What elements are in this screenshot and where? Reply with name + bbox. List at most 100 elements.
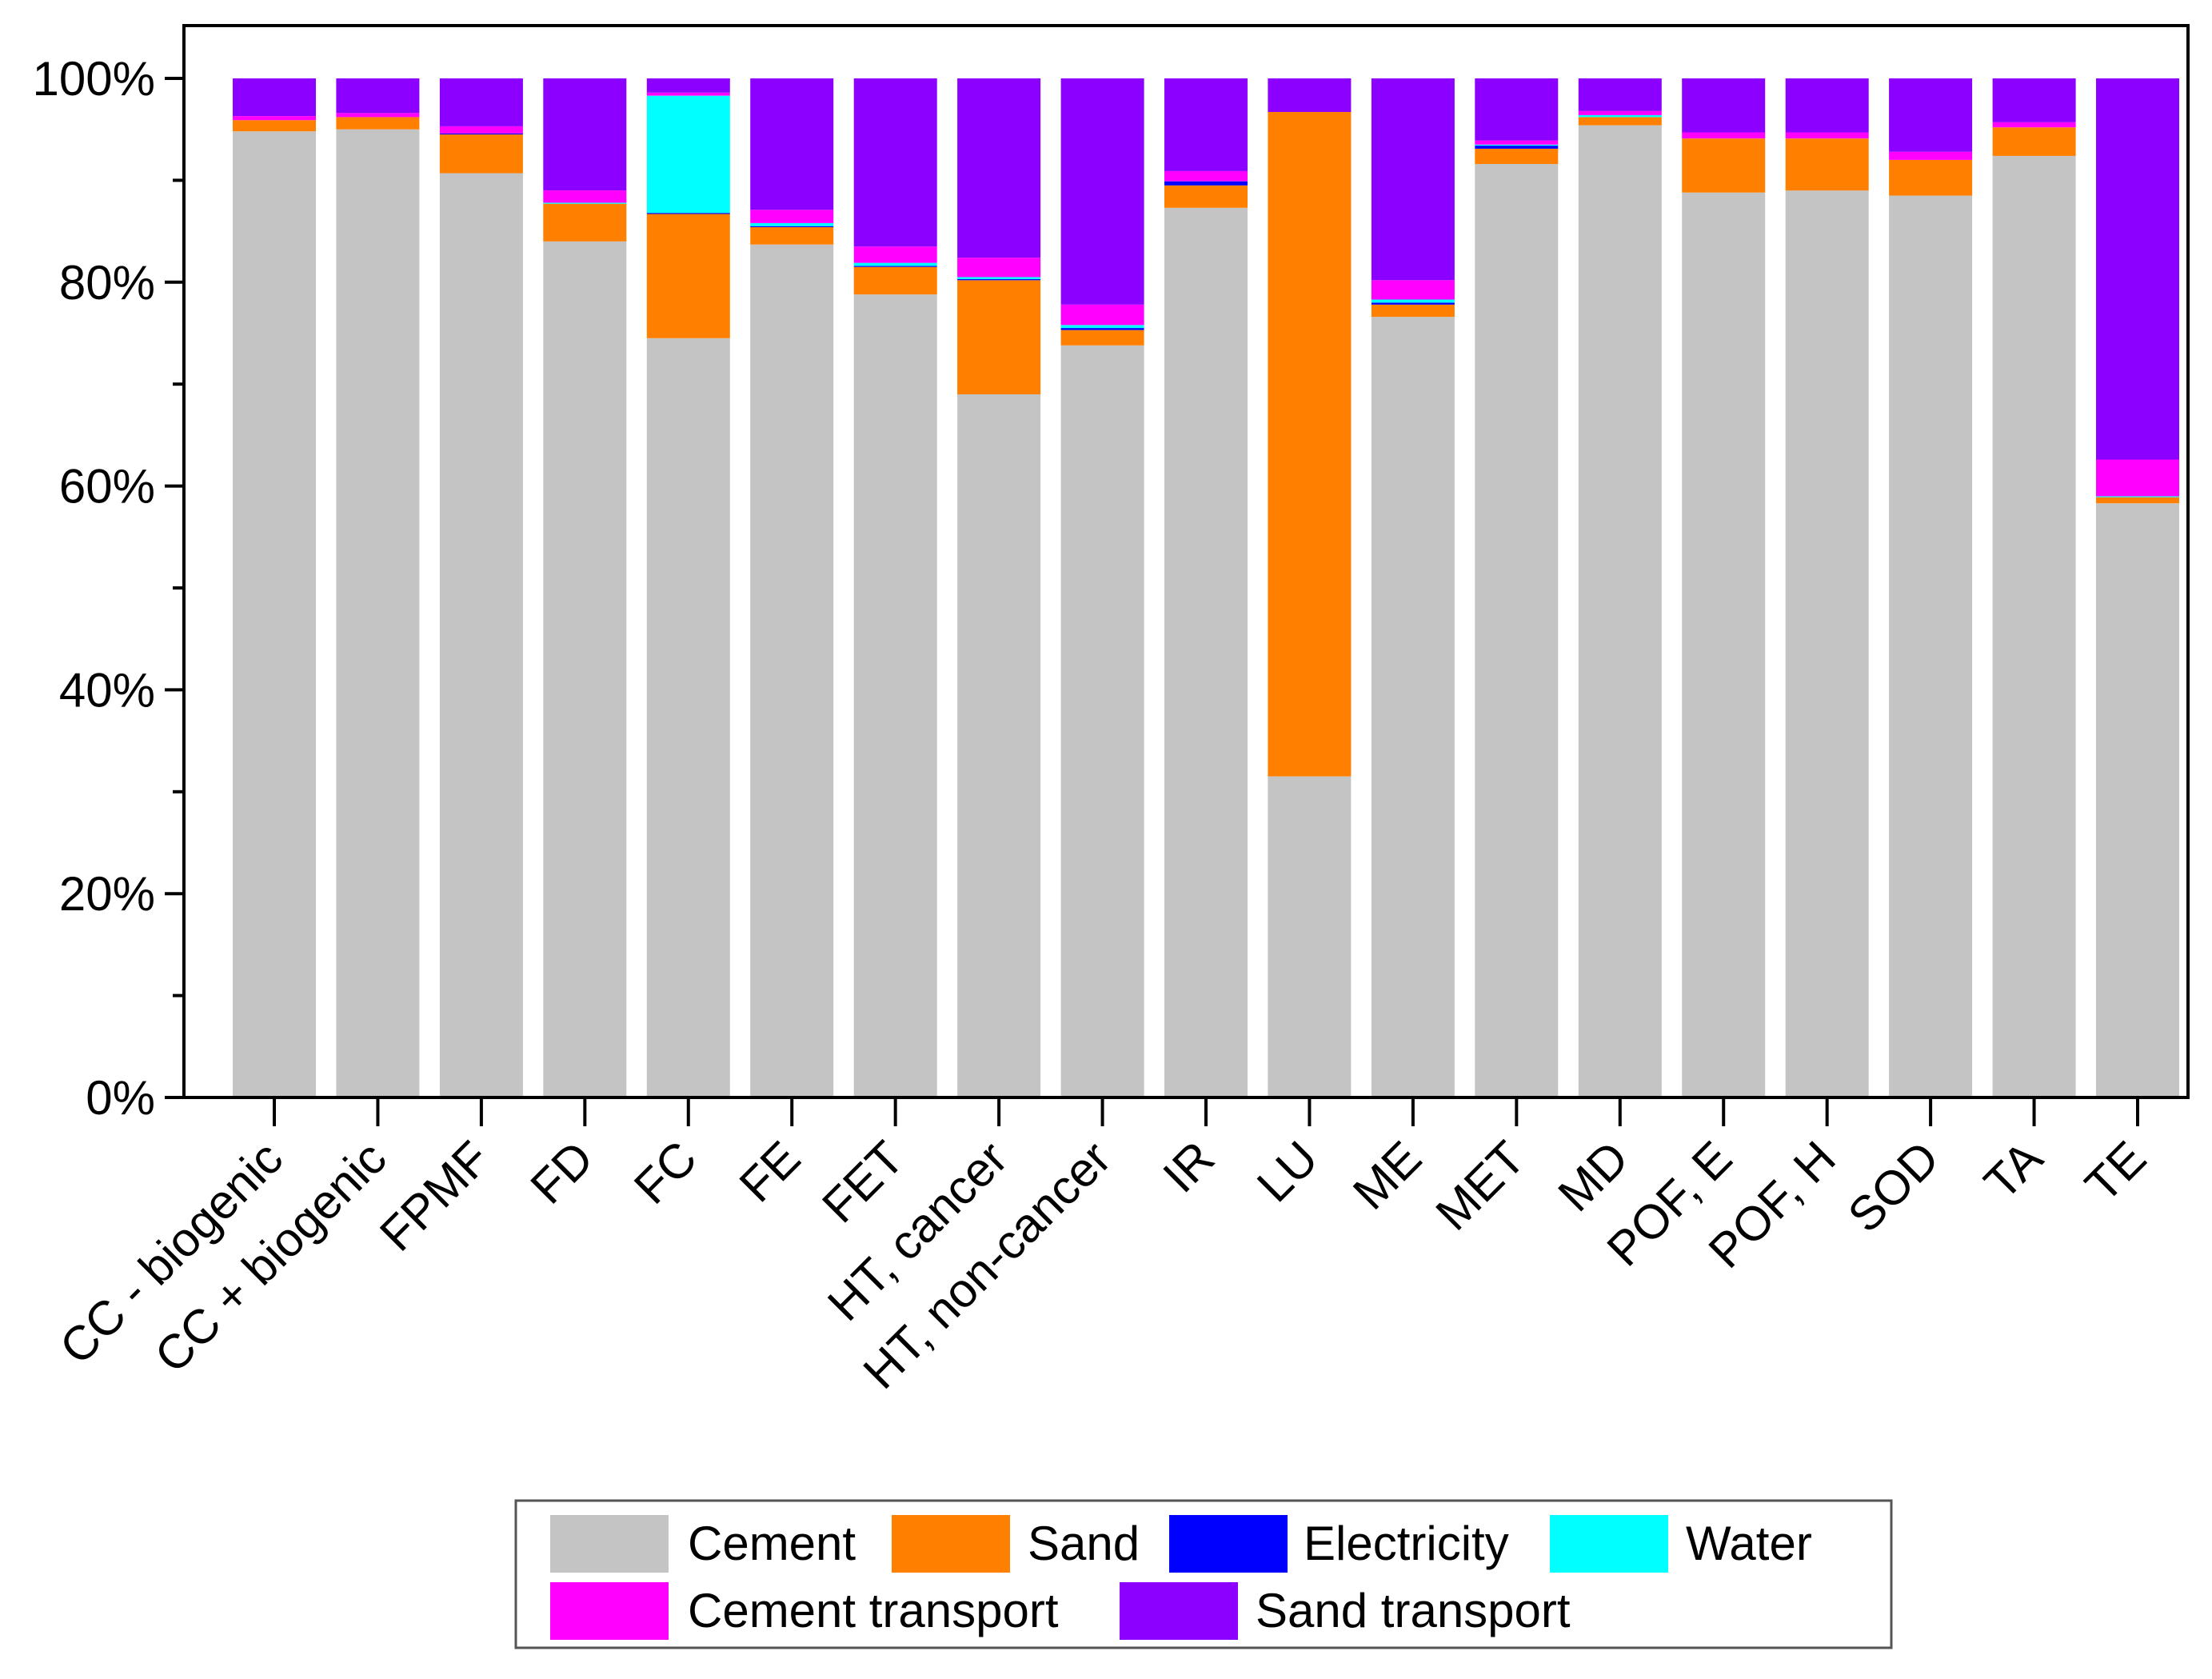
legend-swatch-water xyxy=(1550,1515,1668,1573)
bar-segment-cc-biogenic-cement-transport xyxy=(336,113,420,118)
bar-segment-fc-electricity xyxy=(646,213,730,214)
bar-segment-met-cement-transport xyxy=(1475,140,1559,145)
bar-segment-md-cement-transport xyxy=(1578,110,1662,115)
bar-segment-me-cement-transport xyxy=(1371,280,1455,300)
bar-segment-fd-cement xyxy=(543,241,627,1097)
bar-segment-me-water xyxy=(1371,299,1455,303)
bar-segment-ta-sand-transport xyxy=(1992,78,2076,122)
bar-segment-cc-biogenic-sand xyxy=(233,120,316,132)
bar-segment-fc-cement xyxy=(646,338,730,1097)
bar-segment-pof-e-cement-transport xyxy=(1682,132,1766,139)
bar-segment-lu-sand xyxy=(1268,112,1352,777)
bar-segment-md-sand-transport xyxy=(1578,78,1662,111)
bar-segment-met-water xyxy=(1475,144,1559,146)
bar-segment-me-electricity xyxy=(1371,302,1455,305)
legend-label-sand: Sand xyxy=(1028,1517,1140,1570)
bar-segment-met-sand xyxy=(1475,148,1559,164)
bar-segment-md-water xyxy=(1578,114,1662,118)
bar-segment-sod-cement xyxy=(1889,195,1973,1097)
bar-segment-fet-sand-transport xyxy=(853,78,937,247)
bar-segment-sod-cement-transport xyxy=(1889,151,1973,160)
bar-segment-fe-sand xyxy=(750,227,834,245)
bar-segment-pof-e-sand-transport xyxy=(1682,78,1766,133)
legend-swatch-sand xyxy=(892,1515,1010,1573)
bars xyxy=(233,78,2179,1098)
legend-swatch-electricity xyxy=(1169,1515,1288,1573)
bar-segment-me-sand-transport xyxy=(1371,78,1455,281)
bar-segment-ht-non-cancer-cement-transport xyxy=(1060,304,1144,326)
bar-segment-fpmf-cement xyxy=(439,173,523,1097)
bar-segment-cc-biogenic-sand-transport xyxy=(336,78,420,114)
y-tick-label: 20% xyxy=(59,867,155,921)
bar-segment-te-cement xyxy=(2096,503,2179,1097)
bar-segment-met-sand-transport xyxy=(1475,78,1559,141)
bar-segment-ht-cancer-sand xyxy=(957,280,1041,394)
bar-segment-te-sand xyxy=(2096,497,2179,504)
legend-swatch-cement xyxy=(550,1515,669,1573)
bar-segment-ta-sand xyxy=(1992,127,2076,156)
bar-segment-ht-non-cancer-cement xyxy=(1060,345,1144,1097)
bar-segment-me-sand xyxy=(1371,304,1455,318)
bar-segment-cc-biogenic-cement xyxy=(336,129,420,1098)
bar-segment-ir-cement xyxy=(1164,207,1248,1097)
bar-segment-te-cement-transport xyxy=(2096,459,2179,497)
bar-segment-ht-cancer-cement xyxy=(957,394,1041,1097)
bar-segment-fc-cement-transport xyxy=(646,92,730,96)
bar-segment-ta-cement-transport xyxy=(1992,122,2076,128)
legend-label-electricity: Electricity xyxy=(1304,1517,1509,1570)
bar-segment-fc-sand-transport xyxy=(646,78,730,93)
bar-segment-fe-cement-transport xyxy=(750,210,834,223)
bar-segment-te-sand-transport xyxy=(2096,78,2179,460)
bar-segment-fpmf-cement-transport xyxy=(439,126,523,134)
bar-segment-me-cement xyxy=(1371,317,1455,1098)
y-tick-label: 80% xyxy=(59,256,155,310)
bar-segment-ht-non-cancer-sand-transport xyxy=(1060,78,1144,305)
bar-segment-fet-cement-transport xyxy=(853,246,937,263)
bar-segment-cc-biogenic-cement xyxy=(233,131,316,1098)
bar-segment-ht-cancer-sand-transport xyxy=(957,78,1041,258)
bar-segment-fd-sand xyxy=(543,203,627,242)
bar-segment-pof-h-sand xyxy=(1785,138,1869,191)
bar-segment-ht-non-cancer-water xyxy=(1060,325,1144,329)
bar-segment-ir-sand-transport xyxy=(1164,78,1248,171)
bar-segment-cc-biogenic-sand-transport xyxy=(233,78,316,117)
bar-segment-met-electricity xyxy=(1475,146,1559,149)
bar-segment-cc-biogenic-cement-transport xyxy=(233,116,316,121)
bar-segment-fet-cement xyxy=(853,294,937,1098)
bar-segment-pof-h-cement xyxy=(1785,190,1869,1098)
bar-segment-ht-cancer-cement-transport xyxy=(957,258,1041,278)
bar-segment-lu-sand-transport xyxy=(1268,78,1352,112)
bar-segment-ht-non-cancer-sand xyxy=(1060,330,1144,346)
bar-segment-fet-water xyxy=(853,262,937,266)
bar-segment-fe-electricity xyxy=(750,226,834,227)
legend-label-water: Water xyxy=(1686,1517,1812,1570)
y-axis: 0% 20% 40% 60% 80% 100% xyxy=(33,52,184,1125)
y-tick-label: 60% xyxy=(59,460,155,514)
bar-segment-ir-sand xyxy=(1164,185,1248,208)
bar-segment-fe-cement xyxy=(750,244,834,1098)
bar-segment-ht-non-cancer-electricity xyxy=(1060,328,1144,330)
bar-segment-pof-e-cement xyxy=(1682,192,1766,1098)
legend-label-cement: Cement xyxy=(688,1517,856,1570)
bar-segment-pof-e-sand xyxy=(1682,138,1766,193)
legend: Cement Sand Electricity Water Cement transpo… xyxy=(514,1499,1893,1649)
y-tick-label: 100% xyxy=(33,52,155,106)
legend-label-sand-transport: Sand transport xyxy=(1256,1584,1571,1637)
y-tick-label: 0% xyxy=(86,1071,155,1125)
bar-segment-met-cement xyxy=(1475,164,1559,1097)
bar-segment-ht-cancer-electricity xyxy=(957,279,1041,281)
bar-segment-fc-sand xyxy=(646,214,730,338)
bar-segment-fe-water xyxy=(750,222,834,226)
bar-segment-fd-cement-transport xyxy=(543,190,627,203)
bar-segment-md-sand xyxy=(1578,117,1662,126)
legend-swatch-sand-transport xyxy=(1120,1582,1238,1640)
bar-segment-sod-sand xyxy=(1889,159,1973,196)
bar-segment-sod-sand-transport xyxy=(1889,78,1973,152)
bar-segment-fpmf-sand-transport xyxy=(439,78,523,126)
bar-segment-fd-water xyxy=(543,202,627,204)
y-tick-label: 40% xyxy=(59,663,155,717)
bar-segment-pof-h-sand-transport xyxy=(1785,78,1869,133)
legend-swatch-cement-transport xyxy=(550,1582,669,1640)
bar-segment-fd-sand-transport xyxy=(543,78,627,191)
